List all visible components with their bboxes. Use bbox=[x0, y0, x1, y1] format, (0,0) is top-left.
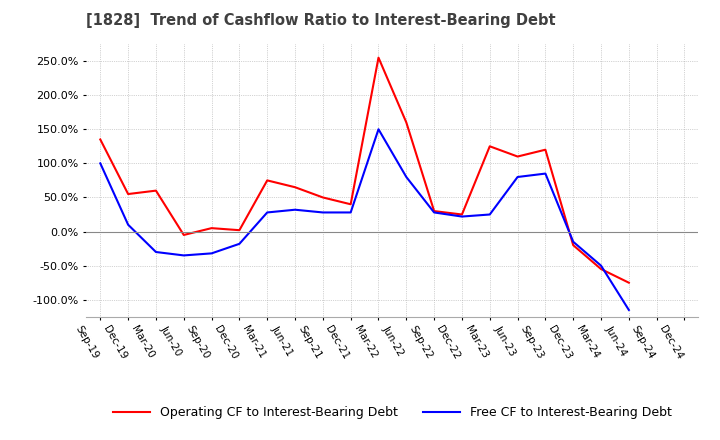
Line: Free CF to Interest-Bearing Debt: Free CF to Interest-Bearing Debt bbox=[100, 129, 629, 310]
Operating CF to Interest-Bearing Debt bbox=[458, 212, 467, 217]
Free CF to Interest-Bearing Debt bbox=[207, 251, 216, 256]
Line: Operating CF to Interest-Bearing Debt: Operating CF to Interest-Bearing Debt bbox=[100, 58, 629, 282]
Free CF to Interest-Bearing Debt bbox=[541, 171, 550, 176]
Operating CF to Interest-Bearing Debt bbox=[291, 184, 300, 190]
Operating CF to Interest-Bearing Debt bbox=[402, 120, 410, 125]
Free CF to Interest-Bearing Debt bbox=[346, 210, 355, 215]
Operating CF to Interest-Bearing Debt bbox=[318, 195, 327, 200]
Free CF to Interest-Bearing Debt bbox=[235, 241, 243, 246]
Operating CF to Interest-Bearing Debt bbox=[263, 178, 271, 183]
Free CF to Interest-Bearing Debt bbox=[374, 127, 383, 132]
Operating CF to Interest-Bearing Debt bbox=[430, 209, 438, 214]
Free CF to Interest-Bearing Debt bbox=[291, 207, 300, 213]
Free CF to Interest-Bearing Debt bbox=[124, 222, 132, 227]
Free CF to Interest-Bearing Debt bbox=[485, 212, 494, 217]
Free CF to Interest-Bearing Debt bbox=[402, 174, 410, 180]
Operating CF to Interest-Bearing Debt bbox=[513, 154, 522, 159]
Operating CF to Interest-Bearing Debt bbox=[179, 232, 188, 238]
Legend: Operating CF to Interest-Bearing Debt, Free CF to Interest-Bearing Debt: Operating CF to Interest-Bearing Debt, F… bbox=[107, 400, 678, 425]
Free CF to Interest-Bearing Debt bbox=[96, 161, 104, 166]
Free CF to Interest-Bearing Debt bbox=[458, 214, 467, 219]
Text: [1828]  Trend of Cashflow Ratio to Interest-Bearing Debt: [1828] Trend of Cashflow Ratio to Intere… bbox=[86, 13, 556, 28]
Free CF to Interest-Bearing Debt bbox=[569, 239, 577, 244]
Operating CF to Interest-Bearing Debt bbox=[346, 202, 355, 207]
Free CF to Interest-Bearing Debt bbox=[597, 263, 606, 268]
Operating CF to Interest-Bearing Debt bbox=[374, 55, 383, 60]
Free CF to Interest-Bearing Debt bbox=[624, 307, 633, 312]
Operating CF to Interest-Bearing Debt bbox=[485, 143, 494, 149]
Free CF to Interest-Bearing Debt bbox=[430, 210, 438, 215]
Operating CF to Interest-Bearing Debt bbox=[569, 242, 577, 248]
Free CF to Interest-Bearing Debt bbox=[513, 174, 522, 180]
Operating CF to Interest-Bearing Debt bbox=[597, 266, 606, 271]
Free CF to Interest-Bearing Debt bbox=[179, 253, 188, 258]
Operating CF to Interest-Bearing Debt bbox=[152, 188, 161, 193]
Operating CF to Interest-Bearing Debt bbox=[235, 227, 243, 233]
Operating CF to Interest-Bearing Debt bbox=[96, 137, 104, 142]
Free CF to Interest-Bearing Debt bbox=[318, 210, 327, 215]
Free CF to Interest-Bearing Debt bbox=[152, 249, 161, 255]
Operating CF to Interest-Bearing Debt bbox=[207, 225, 216, 231]
Free CF to Interest-Bearing Debt bbox=[263, 210, 271, 215]
Operating CF to Interest-Bearing Debt bbox=[541, 147, 550, 152]
Operating CF to Interest-Bearing Debt bbox=[624, 280, 633, 285]
Operating CF to Interest-Bearing Debt bbox=[124, 191, 132, 197]
